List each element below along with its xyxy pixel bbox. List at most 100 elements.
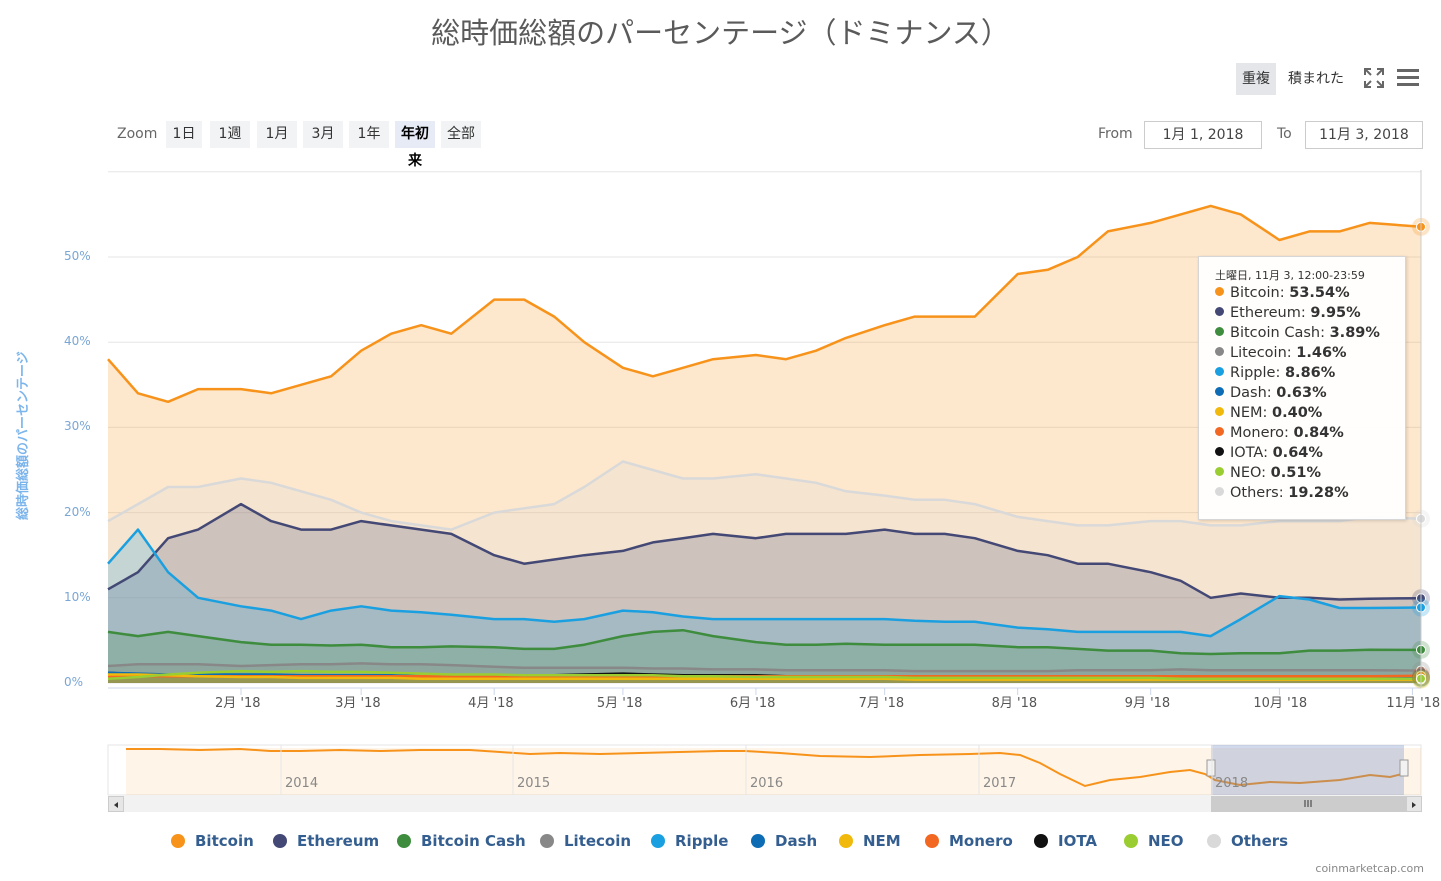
series-end-markers: [1412, 217, 1430, 689]
legend-label: Litecoin: [564, 832, 632, 850]
tooltip-series-name: NEO: [1230, 465, 1262, 481]
zoom-all-button[interactable]: 全部: [441, 121, 481, 148]
tooltip-row: Dash: 0.63%: [1215, 385, 1327, 401]
dash-area: [108, 672, 1421, 683]
tooltip-series-dot: [1215, 467, 1224, 476]
legend-item-others[interactable]: Others: [1207, 832, 1288, 850]
zoom-1w-button[interactable]: 1週: [210, 121, 250, 148]
x-tick-label: 11月 '18: [1386, 696, 1441, 711]
zoom-1d-button[interactable]: 1日: [166, 121, 202, 148]
tooltip-series-value: 0.40%: [1272, 405, 1323, 421]
legend-label: Bitcoin: [195, 832, 254, 850]
legend-item-bitcoin-cash[interactable]: Bitcoin Cash: [397, 832, 526, 850]
tooltip-series-name: NEM: [1230, 405, 1263, 421]
iota-end-marker: [1416, 672, 1426, 683]
legend-label: Bitcoin Cash: [421, 832, 526, 850]
hamburger-menu-icon[interactable]: [1396, 67, 1420, 89]
legend-item-dash[interactable]: Dash: [751, 832, 817, 850]
legend-item-ethereum[interactable]: Ethereum: [273, 832, 379, 850]
navigator-year-label: 2018: [1215, 776, 1249, 791]
stacked-view-button[interactable]: 積まれた: [1288, 71, 1344, 87]
zoom-3m-button[interactable]: 3月: [303, 121, 343, 148]
tooltip-series-value: 53.54%: [1289, 285, 1350, 301]
navigator-year-label: 2016: [750, 776, 784, 791]
legend-item-nem[interactable]: NEM: [839, 832, 901, 850]
tooltip-series-dot: [1215, 307, 1224, 316]
x-tick-label: 6月 '18: [729, 696, 776, 711]
litecoin-line: [107, 662, 1422, 673]
tooltip-series-value: 0.63%: [1276, 385, 1327, 401]
neo-area: [108, 671, 1421, 683]
legend-item-neo[interactable]: NEO: [1124, 832, 1184, 850]
legend-label: NEO: [1148, 832, 1184, 850]
legend-dot: [925, 834, 939, 848]
zoom-1m-button[interactable]: 1月: [257, 121, 297, 148]
tooltip-series-value: 0.64%: [1272, 445, 1323, 461]
x-tick-label: 2月 '18: [215, 696, 261, 711]
others-end-marker: [1416, 513, 1426, 524]
bitcoin-cash-end-marker: [1416, 644, 1426, 655]
legend-dot: [1124, 834, 1138, 848]
iota-area: [108, 672, 1421, 683]
from-label: From: [1098, 126, 1133, 142]
from-date-input[interactable]: 1月 1, 2018: [1144, 121, 1262, 149]
ethereum-end-marker: [1416, 593, 1426, 604]
legend-label: Monero: [949, 832, 1013, 850]
legend-item-bitcoin[interactable]: Bitcoin: [171, 832, 254, 850]
legend-dot: [1034, 834, 1048, 848]
navigator-year-label: 2017: [983, 776, 1017, 791]
bitcoin-cash-end-halo: [1412, 640, 1430, 659]
legend-item-ripple[interactable]: Ripple: [651, 832, 728, 850]
tooltip-series-dot: [1215, 287, 1224, 296]
x-tick-label: 10月 '18: [1253, 696, 1308, 711]
legend-label: Ripple: [675, 832, 729, 850]
bitcoin-end-marker: [1416, 221, 1426, 232]
to-date-input[interactable]: 11月 3, 2018: [1305, 121, 1423, 149]
tooltip-row: IOTA: 0.64%: [1215, 445, 1323, 461]
tooltip-row: Bitcoin: 53.54%: [1215, 285, 1350, 301]
tooltip-row: Others: 19.28%: [1215, 485, 1349, 501]
legend-item-iota[interactable]: IOTA: [1034, 832, 1097, 850]
zoom-1y-button[interactable]: 1年: [349, 121, 389, 148]
legend-dot: [540, 834, 554, 848]
credits-link[interactable]: coinmarketcap.com: [1315, 862, 1424, 875]
overlap-view-button[interactable]: 重複: [1236, 63, 1276, 95]
ripple-end-marker: [1416, 602, 1426, 613]
legend-label: NEM: [863, 832, 901, 850]
legend-label: Dash: [775, 832, 818, 850]
scrollbar-thumb[interactable]: [1211, 796, 1406, 812]
tooltip-series-name: Litecoin: [1230, 345, 1287, 361]
tooltip-series-value: 1.46%: [1296, 345, 1347, 361]
neo-end-halo: [1412, 669, 1430, 688]
y-tick-label: 10%: [64, 589, 91, 604]
zoom-ytd-button[interactable]: 年初来: [395, 121, 435, 169]
tooltip-series-value: 3.89%: [1329, 325, 1380, 341]
legend-dot: [751, 834, 765, 848]
tooltip-series-dot: [1215, 327, 1224, 336]
chart-title: 総時価総額のパーセンテージ（ドミナンス）: [431, 16, 1010, 50]
bitcoin-cash-line: [107, 628, 1422, 656]
scroll-left-arrow-icon[interactable]: [108, 796, 124, 812]
scroll-right-arrow-icon[interactable]: [1406, 796, 1422, 812]
tooltip-series-name: Bitcoin: [1230, 285, 1280, 301]
tooltip-series-value: 9.95%: [1310, 305, 1361, 321]
ethereum-area: [108, 504, 1421, 683]
navigator-handle: [1399, 759, 1409, 777]
tooltip-series-dot: [1215, 407, 1224, 416]
legend-item-monero[interactable]: Monero: [925, 832, 1013, 850]
y-axis-title: 総時価総額のパーセンテージ: [16, 351, 31, 520]
legend-dot: [1207, 834, 1221, 848]
zoom-label: Zoom: [117, 126, 158, 142]
fullscreen-icon[interactable]: [1363, 67, 1385, 89]
litecoin-end-halo: [1412, 661, 1430, 680]
legend-dot: [651, 834, 665, 848]
legend-dot: [273, 834, 287, 848]
navigator-year-label: 2014: [285, 776, 319, 791]
tooltip-series-dot: [1215, 387, 1224, 396]
legend-item-litecoin[interactable]: Litecoin: [540, 832, 631, 850]
legend-dot: [839, 834, 853, 848]
legend-label: Others: [1231, 832, 1289, 850]
x-tick-label: 8月 '18: [991, 696, 1038, 711]
legend-dot: [171, 834, 185, 848]
nem-line: [108, 673, 1421, 681]
